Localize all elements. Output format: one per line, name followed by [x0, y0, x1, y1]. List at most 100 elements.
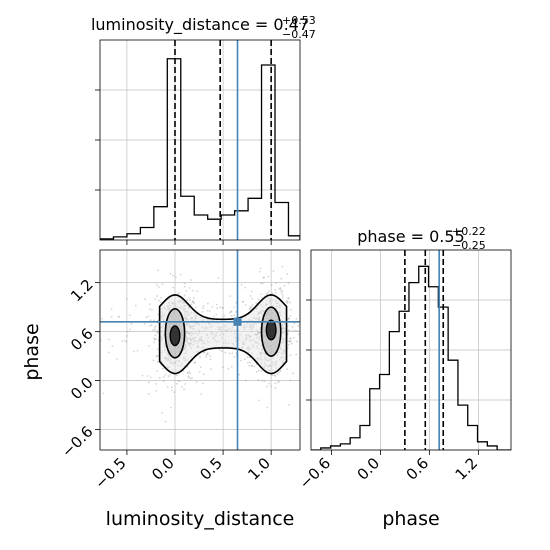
- hist-luminosity-distance-ticks: [95, 89, 272, 245]
- sample-point: [189, 377, 192, 380]
- sample-point: [278, 380, 280, 383]
- hist-luminosity-distance-frame: [99, 39, 301, 241]
- phase-hist-xtick-label-0: −0.6: [296, 454, 334, 492]
- density-xtick-label-1: 0.0: [148, 454, 178, 484]
- sample-point: [208, 310, 211, 312]
- sample-point: [248, 307, 251, 310]
- sample-point: [178, 380, 181, 383]
- sample-point: [289, 314, 292, 317]
- sample-point: [281, 292, 284, 295]
- sample-point: [216, 307, 219, 310]
- sample-point: [176, 374, 178, 377]
- sample-point: [148, 344, 150, 347]
- sample-point: [242, 300, 244, 303]
- sample-point: [277, 287, 280, 290]
- sample-point: [272, 270, 275, 273]
- sample-point: [290, 342, 293, 345]
- sample-point: [244, 303, 247, 306]
- sample-point: [266, 406, 269, 409]
- phase-hist-xtick-label-2: 0.6: [403, 454, 433, 484]
- sample-point: [198, 370, 201, 373]
- sample-point: [289, 379, 292, 382]
- sample-point: [125, 340, 128, 343]
- density-ytick-label-1: 0.0: [67, 374, 97, 404]
- sample-point: [248, 364, 251, 367]
- sample-point: [184, 383, 187, 385]
- sample-point: [181, 385, 183, 388]
- sample-point: [287, 329, 290, 332]
- hist-phase-quantiles: [404, 250, 445, 450]
- sample-point: [244, 286, 247, 289]
- sample-point: [196, 290, 199, 293]
- sample-point: [102, 392, 105, 395]
- sample-point: [133, 350, 136, 353]
- sample-point: [275, 282, 277, 285]
- sample-point: [274, 374, 277, 377]
- sample-point: [203, 351, 205, 354]
- sample-point: [154, 297, 157, 300]
- sample-point: [286, 302, 289, 304]
- sample-point: [281, 265, 284, 268]
- sample-point: [275, 291, 277, 294]
- sample-point: [289, 354, 292, 357]
- sample-point: [271, 292, 274, 295]
- sample-point: [201, 307, 204, 310]
- sample-point: [188, 296, 190, 299]
- sample-point: [211, 306, 214, 308]
- sample-point: [126, 330, 129, 333]
- sample-point: [218, 379, 221, 382]
- sample-point: [221, 350, 224, 353]
- sample-point: [229, 295, 232, 298]
- hist-phase-title-sup: +0.22: [452, 225, 486, 238]
- y-axis-label: phase: [21, 323, 43, 380]
- sample-point: [161, 283, 164, 286]
- sample-point: [191, 301, 194, 303]
- sample-point: [228, 352, 231, 355]
- sample-point: [154, 328, 156, 331]
- sample-point: [146, 375, 149, 377]
- sample-point: [261, 282, 264, 285]
- sample-point: [239, 359, 242, 362]
- sample-point: [217, 277, 220, 280]
- sample-point: [172, 274, 174, 277]
- sample-point: [289, 301, 291, 304]
- sample-point: [285, 300, 288, 302]
- hist-phase-frame: [310, 249, 512, 451]
- sample-point: [101, 317, 104, 320]
- sample-point: [209, 368, 212, 371]
- sample-point: [153, 338, 156, 341]
- sample-point: [259, 267, 262, 270]
- sample-point: [185, 289, 188, 292]
- sample-point: [156, 269, 159, 272]
- sample-point: [189, 371, 191, 373]
- sample-point: [267, 290, 270, 293]
- sample-point: [218, 229, 220, 231]
- sample-point: [230, 310, 233, 313]
- sample-point: [279, 288, 282, 291]
- sample-point: [110, 308, 113, 311]
- sample-point: [157, 286, 160, 288]
- sample-point: [154, 325, 157, 328]
- sample-point: [291, 329, 294, 332]
- sample-point: [153, 326, 156, 329]
- sample-point: [162, 376, 165, 378]
- sample-point: [153, 319, 155, 322]
- sample-point: [280, 277, 283, 280]
- sample-point: [278, 371, 280, 374]
- sample-point: [251, 364, 254, 367]
- sample-point: [169, 373, 171, 376]
- sample-point: [186, 298, 189, 301]
- sample-point: [244, 246, 246, 248]
- density-2d-frame: [99, 249, 301, 451]
- sample-point: [270, 385, 272, 388]
- contour-left-core: [169, 325, 181, 347]
- sample-point: [128, 314, 131, 316]
- sample-point: [152, 329, 154, 332]
- sample-point: [277, 381, 279, 384]
- sample-point: [289, 340, 291, 343]
- sample-point: [266, 385, 268, 388]
- sample-point: [253, 365, 256, 368]
- sample-point: [266, 291, 269, 294]
- sample-point: [257, 379, 260, 381]
- sample-point: [187, 375, 190, 378]
